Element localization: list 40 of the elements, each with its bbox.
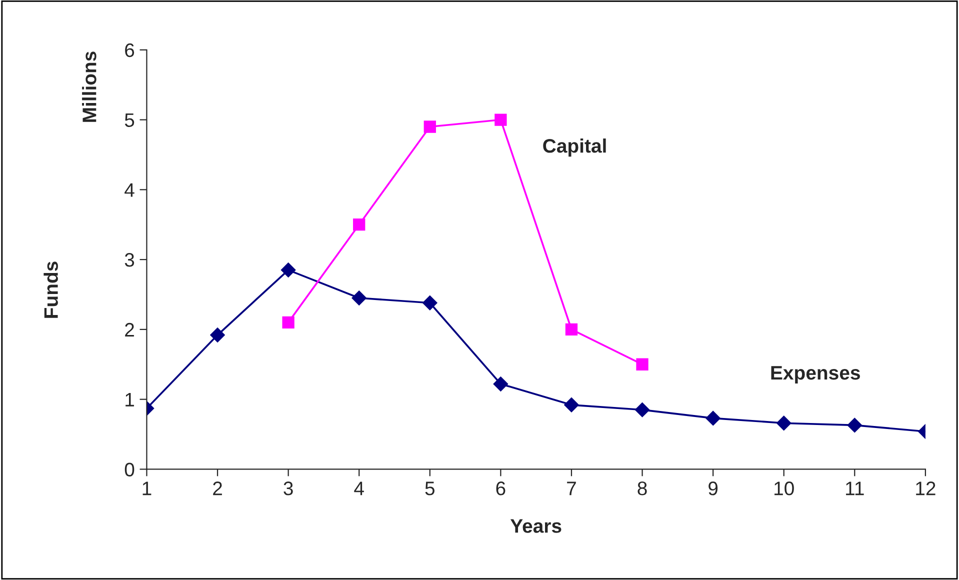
y-tick-label: 0 [124, 462, 134, 476]
y-tick-label: 1 [126, 393, 134, 406]
y-tick-label: 6 [125, 43, 134, 58]
y-tick-label: 5 [124, 113, 134, 128]
x-tick-label: 3 [284, 482, 293, 496]
x-axis-title: Years [510, 519, 562, 533]
x-tick-label: 1 [142, 482, 152, 496]
point [776, 416, 792, 430]
point [422, 295, 438, 310]
point [706, 410, 720, 426]
point [282, 316, 294, 329]
point [847, 418, 862, 433]
point [353, 218, 366, 231]
point [424, 120, 436, 133]
point [280, 262, 296, 278]
point [352, 290, 366, 306]
series-label: Capital [543, 138, 606, 157]
x-tick-label: 2 [213, 482, 222, 496]
text: Millions [82, 52, 96, 122]
x-tick-label: 6 [496, 482, 506, 496]
x-tick-label: 4 [354, 482, 364, 496]
x-tick-label: 5 [425, 482, 434, 496]
y-tick-label: 4 [124, 183, 134, 197]
y-tick-label: 2 [125, 322, 134, 336]
x-tick-label: 11 [846, 482, 864, 496]
x-tick-label: 7 [567, 482, 576, 496]
point [565, 323, 578, 336]
y-tick-label: 3 [124, 253, 134, 267]
x-tick-label: 9 [708, 482, 718, 496]
point [636, 358, 648, 370]
point [564, 398, 579, 412]
x-tick-label: 10 [774, 482, 794, 496]
point [634, 402, 650, 418]
point [493, 376, 508, 392]
y-axis-title: Funds [44, 262, 58, 318]
series-label: Expenses [771, 366, 860, 384]
point [210, 328, 225, 342]
point [494, 114, 507, 126]
x-tick-label: 8 [638, 482, 647, 496]
x-tick-label: 12 [916, 482, 936, 496]
